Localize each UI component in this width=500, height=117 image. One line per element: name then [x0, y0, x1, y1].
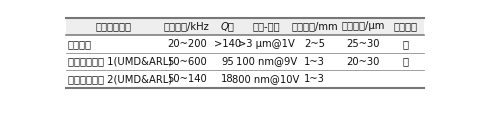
- Text: >3 μm@1V: >3 μm@1V: [238, 39, 294, 49]
- Bar: [66, 70, 424, 88]
- Text: 95: 95: [221, 57, 234, 67]
- Text: 18: 18: [221, 74, 234, 84]
- Text: >140: >140: [214, 39, 241, 49]
- Text: 国际最新进展 1(UMD&ARL): 国际最新进展 1(UMD&ARL): [68, 57, 172, 67]
- Text: 25~30: 25~30: [346, 39, 380, 49]
- Text: 1~3: 1~3: [304, 74, 325, 84]
- Text: 20~200: 20~200: [167, 39, 206, 49]
- Bar: [66, 53, 424, 70]
- Text: 谐振频率/kHz: 谐振频率/kHz: [164, 21, 210, 31]
- Bar: [66, 18, 424, 35]
- Text: 20~30: 20~30: [346, 57, 380, 67]
- Text: 自研芯片: 自研芯片: [68, 39, 92, 49]
- Text: 定子厚度/μm: 定子厚度/μm: [342, 21, 384, 31]
- Text: 能否集成: 能否集成: [394, 21, 417, 31]
- Text: 圆盘直径/mm: 圆盘直径/mm: [292, 21, 338, 31]
- Text: 能: 能: [402, 39, 408, 49]
- Text: 50~140: 50~140: [167, 74, 206, 84]
- Text: 国际最新进展 2(UMD&ARL): 国际最新进展 2(UMD&ARL): [68, 74, 172, 84]
- Text: 否: 否: [402, 57, 408, 67]
- Text: 800 nm@10V: 800 nm@10V: [232, 74, 300, 84]
- Text: 100 nm@9V: 100 nm@9V: [236, 57, 297, 67]
- Text: 微马达执行器: 微马达执行器: [95, 21, 131, 31]
- Text: 1~3: 1~3: [304, 57, 325, 67]
- Text: 2~5: 2~5: [304, 39, 325, 49]
- Text: 位移-电压: 位移-电压: [252, 21, 280, 31]
- Text: Q值: Q值: [220, 21, 234, 31]
- Text: 50~600: 50~600: [167, 57, 206, 67]
- Bar: [66, 35, 424, 53]
